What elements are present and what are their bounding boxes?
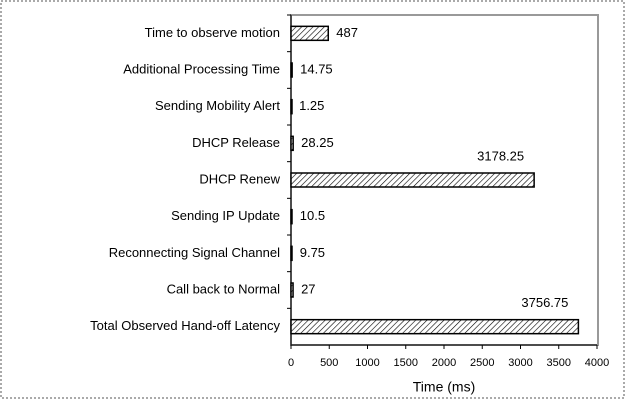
bar [290, 282, 294, 298]
x-tick-label: 1000 [355, 357, 379, 369]
bar [290, 208, 293, 225]
x-tick-label: 1500 [394, 357, 418, 369]
y-tick-label: Total Observed Hand-off Latency [90, 318, 280, 333]
bar [290, 245, 293, 262]
value-label: 14.75 [300, 61, 333, 76]
bar [290, 135, 294, 152]
bar [290, 98, 293, 115]
value-label: 487 [336, 25, 358, 40]
y-tick-label: Additional Processing Time [123, 61, 280, 76]
bar [290, 172, 535, 188]
x-tick-label: 500 [320, 357, 338, 369]
x-tick-label: 3500 [547, 357, 571, 369]
x-tick-label: 4000 [585, 357, 609, 369]
bar [290, 62, 293, 78]
value-label: 9.75 [300, 245, 325, 260]
y-tick-label: Reconnecting Signal Channel [109, 245, 280, 260]
value-label: 3178.25 [477, 148, 524, 163]
y-tick-label: Time to observe motion [145, 25, 280, 40]
x-axis-label: Time (ms) [413, 379, 475, 395]
y-tick-label: DHCP Release [192, 135, 280, 150]
value-label: 1.25 [299, 98, 324, 113]
value-label: 10.5 [300, 208, 325, 223]
value-label: 28.25 [301, 135, 334, 150]
x-tick-label: 0 [288, 357, 294, 369]
value-label: 27 [301, 281, 315, 296]
y-tick-label: DHCP Renew [199, 171, 280, 186]
x-tick-label: 2500 [470, 357, 494, 369]
bar [290, 25, 330, 42]
bar [290, 318, 580, 335]
value-label: 3756.75 [521, 295, 568, 310]
x-tick-label: 3000 [508, 357, 532, 369]
y-tick-label: Sending IP Update [171, 208, 280, 223]
x-tick-label: 2000 [432, 357, 456, 369]
y-tick-label: Call back to Normal [167, 281, 281, 296]
y-tick-label: Sending Mobility Alert [155, 98, 280, 113]
